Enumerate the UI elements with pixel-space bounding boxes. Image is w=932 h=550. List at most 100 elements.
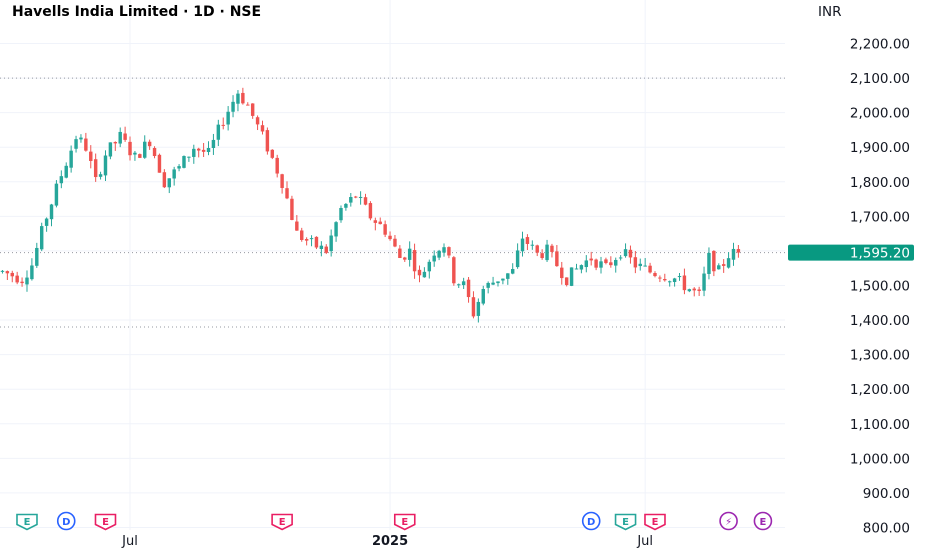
candle-body [486,282,490,288]
time-tick-label: Jul [121,534,138,549]
candle-body [339,208,343,221]
candle-body [0,270,5,272]
candle-body [20,281,24,284]
candle-body [211,139,216,148]
event-badge-label: ⚡ [725,517,732,528]
reference-lines [0,77,785,328]
candle-body [25,277,29,285]
candle-body [353,196,358,198]
candle-body [432,255,436,262]
candle-body [344,203,348,208]
candle-body [147,141,152,147]
candle-body [59,176,64,184]
price-tick-label: 1,900.00 [850,140,910,156]
candle-body [10,272,14,277]
candle-body [457,284,461,286]
candle-body [721,264,726,266]
candle-body [515,250,520,268]
candle-body [162,172,167,188]
candle-body [221,124,225,126]
candle-body [609,262,613,266]
candle-body [236,93,240,104]
event-badge-earnings-down[interactable]: E [393,513,416,531]
candle-body [270,149,275,158]
candle-body [89,151,93,161]
candle-body [93,159,98,178]
event-badge-split[interactable]: ⚡ [719,511,738,531]
candle-body [545,244,549,261]
candle-body [172,169,176,179]
candle-body [653,273,657,277]
candle-body [138,154,142,158]
price-tick-label: 2,200.00 [850,37,910,53]
candle-body [579,265,584,270]
candle-body [604,259,608,264]
candle-body [300,230,304,240]
candle-body [427,261,432,272]
candle-body [113,142,118,144]
price-tick-label: 1,500.00 [850,278,910,294]
event-badge-label: E [24,517,31,528]
candle-body [79,137,83,140]
candle-body [520,238,525,252]
candle-body [118,131,122,144]
candle-body [643,265,647,267]
candle-body [407,248,412,260]
last-price-background [788,244,914,261]
candle-body [290,198,294,220]
candle-body [368,203,373,219]
candle-body [84,138,88,151]
price-tick-label: 1,200.00 [850,382,910,398]
candle-body [731,248,736,260]
price-tick-label: 2,000.00 [850,106,910,122]
candle-body [54,183,59,206]
time-axis[interactable]: Jul 2025 Jul [121,534,653,549]
candle-body [496,281,500,284]
candle-body [712,250,716,272]
candle-body [466,279,471,298]
event-badge-earnings-up[interactable]: E [16,513,38,531]
event-badge-split[interactable]: E [753,511,773,531]
event-badge-dividend[interactable]: D [581,511,601,531]
event-badge-dividend[interactable]: D [56,511,76,531]
candle-body [35,247,39,266]
event-badge-label: D [587,517,595,528]
candle-body [30,265,34,280]
candle-body [319,245,324,249]
candle-body [618,257,623,259]
candle-body [569,267,574,286]
candle-body [501,278,505,281]
candle-body [717,265,721,270]
candle-body [560,267,564,279]
event-badge-earnings-down[interactable]: E [94,513,117,531]
event-badge-label: E [622,517,629,528]
candle-body [123,133,127,140]
event-badge-label: E [102,517,109,528]
candle-body [672,278,677,283]
event-badge-earnings-down[interactable]: E [644,513,666,531]
candle-body [98,174,103,177]
candle-body [329,235,333,252]
price-axis[interactable]: 2,200.00 2,100.00 2,000.00 1,900.00 1,800.00… [850,37,910,537]
candle-body [295,221,299,231]
candle-body [697,289,701,291]
event-badge-earnings-up[interactable]: E [614,513,637,531]
candle-body [334,222,338,237]
price-tick-label: 1,700.00 [850,209,910,225]
candle-body [201,149,206,152]
candle-body [324,246,328,253]
last-price-tag: 1,595.20 [788,244,914,262]
candle-body [39,226,44,250]
candle-body [143,141,147,158]
event-badge-earnings-down[interactable]: E [271,513,293,531]
candle-body [471,297,476,317]
event-badge-label: E [401,517,408,528]
time-tick-label: Jul [636,534,653,549]
candle-body [206,147,211,153]
candle-body [437,250,441,258]
currency-label: INR [818,4,841,20]
candle-body [726,258,731,268]
time-tick-label: 2025 [372,534,408,549]
candle-body [481,288,485,304]
